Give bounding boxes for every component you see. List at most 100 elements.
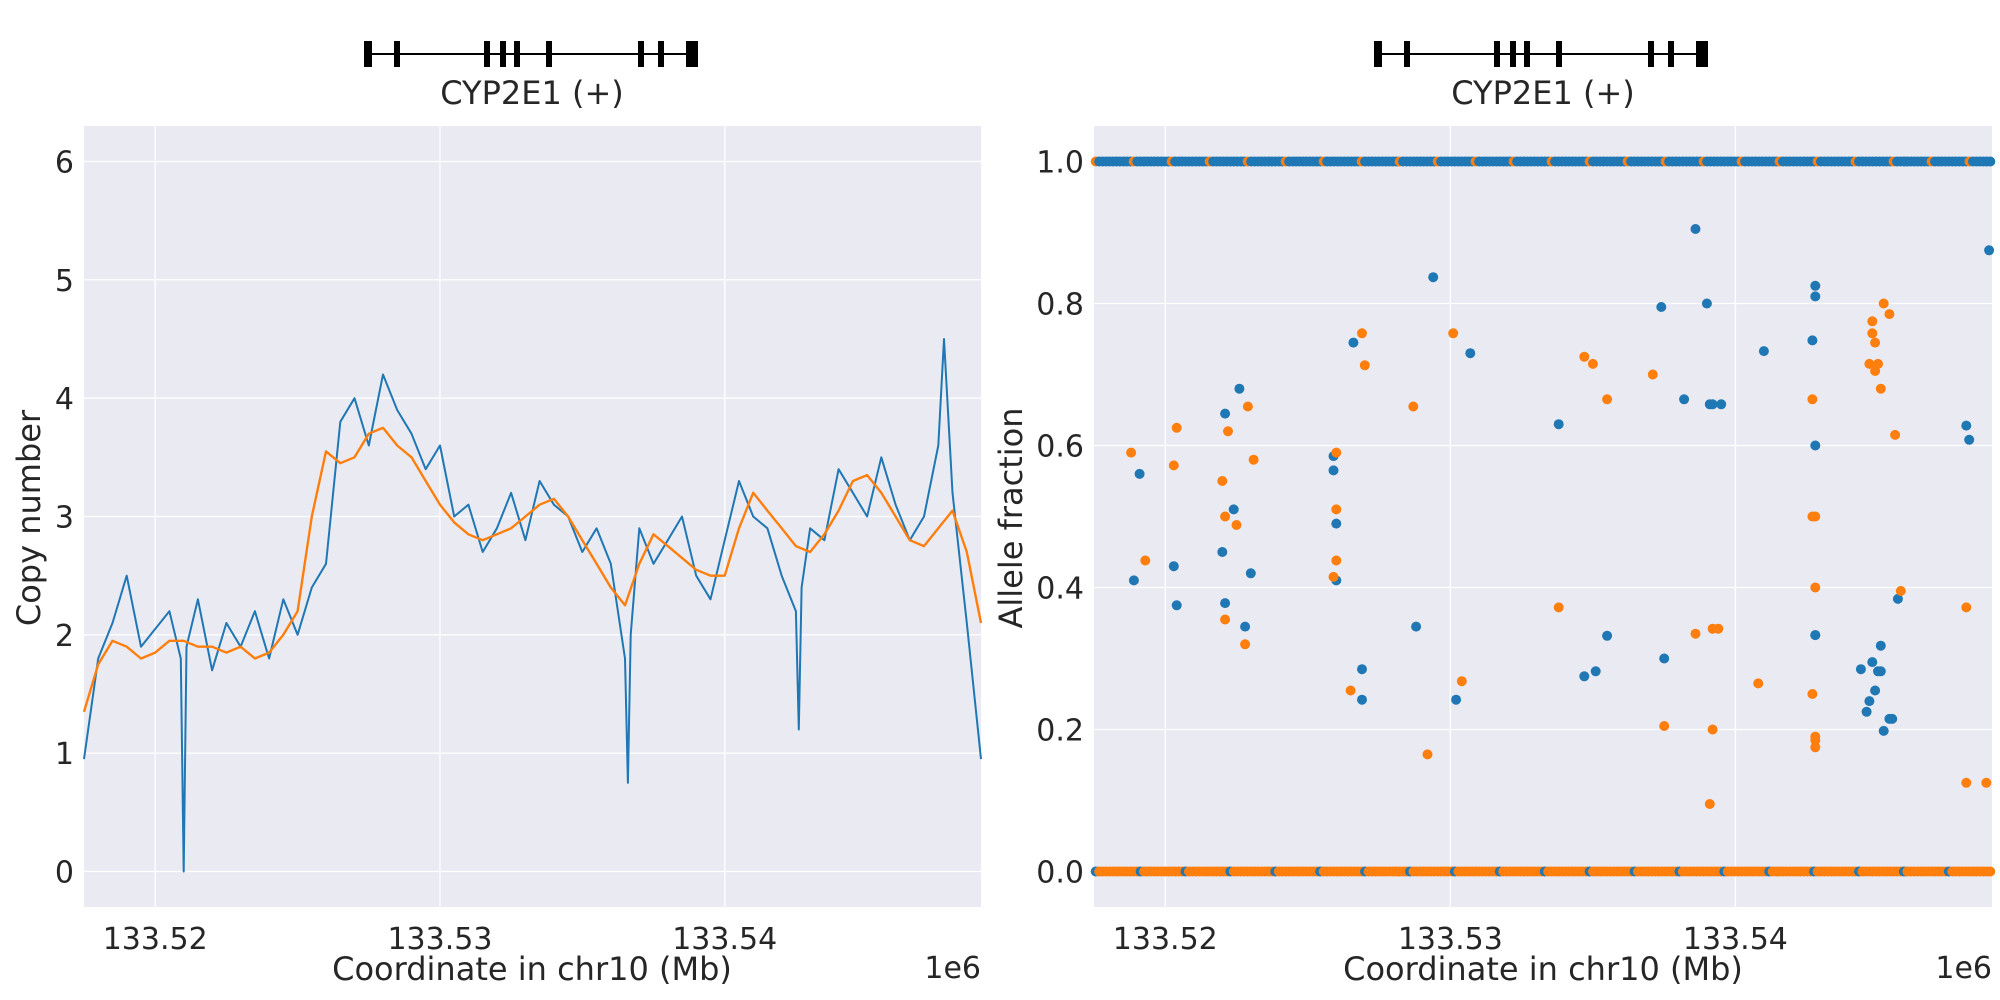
y-tick-label: 5 [55, 264, 74, 299]
allele-fraction-point [1220, 598, 1231, 609]
allele-fraction-point [1810, 440, 1821, 451]
allele-fraction-point [1867, 328, 1878, 339]
allele-fraction-point [1707, 724, 1718, 735]
gene-exon-block [1556, 41, 1562, 67]
gene-exon-block [484, 41, 490, 67]
allele-fraction-grid [1094, 126, 1992, 907]
allele-fraction-y-axis-label: Allele fraction [992, 407, 1030, 628]
allele-fraction-point [1810, 630, 1821, 641]
allele-fraction-point [1707, 399, 1718, 410]
copy-number-raw-line [83, 338, 982, 873]
allele-fraction-point [1245, 568, 1256, 579]
allele-fraction-tick-labels: 133.52 133.53 133.54 0.0 0.2 0.4 0.6 0.8 1.0 [1036, 146, 1788, 958]
allele-fraction-point [1875, 640, 1886, 651]
allele-fraction-point [1579, 671, 1590, 682]
copy-number-series [82, 338, 983, 873]
allele-fraction-point [1961, 602, 1972, 613]
gene-exon-block [638, 41, 644, 67]
allele-fraction-point [1579, 351, 1590, 362]
allele-fraction-plot-area [1094, 126, 1992, 907]
allele-fraction-point [1126, 447, 1137, 458]
allele-fraction-point [1810, 280, 1821, 291]
allele-fraction-point [1690, 224, 1701, 234]
allele-fraction-point [1168, 561, 1179, 572]
y-tick-label: 6 [55, 146, 74, 181]
allele-fraction-point [1331, 504, 1342, 515]
allele-fraction-point [1867, 657, 1878, 668]
copy-number-x-offset-label: 1e6 [924, 951, 981, 986]
allele-fraction-x-axis-label: Coordinate in chr10 (Mb) [1343, 950, 1743, 988]
copy-number-grid [84, 126, 981, 907]
allele-fraction-point [1875, 383, 1886, 394]
y-tick-label: 0.0 [1036, 856, 1084, 891]
allele-fraction-point [1887, 713, 1898, 724]
allele-fraction-point [1220, 408, 1231, 419]
allele-fraction-point [1713, 623, 1724, 634]
gene-label-right: CYP2E1 (+) [1451, 74, 1635, 112]
allele-fraction-point [1587, 358, 1598, 369]
allele-fraction-point-top [1985, 156, 1996, 167]
x-tick-label: 133.54 [672, 922, 777, 957]
copy-number-y-axis-label: Copy number [10, 409, 48, 626]
gene-exon-block [1494, 41, 1500, 67]
gene-exon-block [686, 41, 698, 67]
allele-fraction-point [1348, 337, 1359, 348]
x-tick-label: 133.54 [1683, 922, 1788, 957]
allele-fraction-point [1807, 689, 1818, 699]
gene-exon-block [1510, 41, 1516, 67]
allele-fraction-point [1855, 664, 1866, 675]
allele-fraction-point [1220, 511, 1231, 522]
allele-fraction-point [1242, 401, 1253, 412]
allele-fraction-point [1228, 504, 1239, 515]
copy-number-tick-labels: 133.52 133.53 133.54 0 1 2 3 4 5 6 [55, 146, 777, 958]
allele-fraction-point [1873, 358, 1883, 369]
y-tick-label: 0 [55, 856, 74, 891]
allele-fraction-point [1328, 571, 1339, 582]
allele-fraction-point [1810, 742, 1821, 753]
scatter-series-1 [1126, 298, 1992, 809]
gene-exon-block [658, 41, 664, 67]
allele-fraction-point [1140, 555, 1151, 566]
allele-fraction-point [1875, 666, 1886, 677]
allele-fraction-point [1690, 628, 1701, 639]
allele-fraction-point [1240, 621, 1251, 632]
allele-fraction-point [1964, 434, 1975, 445]
allele-fraction-point [1878, 298, 1889, 309]
allele-fraction-x-offset-label: 1e6 [1935, 951, 1992, 986]
gene-exon-block [1648, 41, 1654, 67]
gene-exon-block [1374, 41, 1382, 67]
allele-fraction-point [1878, 725, 1889, 736]
y-tick-label: 0.4 [1036, 572, 1084, 607]
allele-fraction-point [1753, 678, 1764, 689]
allele-fraction-point [1659, 653, 1670, 664]
allele-fraction-point [1884, 309, 1895, 320]
y-tick-label: 2 [55, 619, 74, 654]
allele-fraction-point [1331, 518, 1342, 529]
x-tick-label: 133.52 [1113, 922, 1218, 957]
gene-label-left: CYP2E1 (+) [440, 74, 624, 112]
gene-track-left [364, 41, 698, 67]
allele-fraction-point [1217, 547, 1228, 557]
gene-exon-block [364, 41, 372, 67]
allele-fraction-point [1328, 465, 1339, 476]
gene-track-right [1374, 41, 1708, 67]
allele-fraction-point [1701, 298, 1712, 309]
allele-fraction-point [1895, 586, 1906, 596]
allele-fraction-point [1602, 394, 1613, 405]
allele-fraction-point [1679, 394, 1690, 405]
allele-fraction-point [1810, 291, 1821, 302]
allele-fraction-point [1553, 602, 1564, 613]
allele-fraction-point [1758, 346, 1769, 357]
gene-exon-block [500, 41, 506, 67]
gene-exon-block [1668, 41, 1674, 67]
copy-number-smoothed-line [82, 426, 983, 713]
allele-fraction-point [1890, 429, 1901, 440]
gene-exon-block [1696, 41, 1708, 67]
allele-fraction-point [1647, 369, 1658, 380]
allele-fraction-point [1656, 302, 1667, 312]
allele-fraction-point [1134, 468, 1145, 479]
gene-exon-block [1524, 41, 1530, 67]
allele-fraction-point [1223, 426, 1233, 437]
y-tick-label: 0.2 [1036, 714, 1084, 749]
